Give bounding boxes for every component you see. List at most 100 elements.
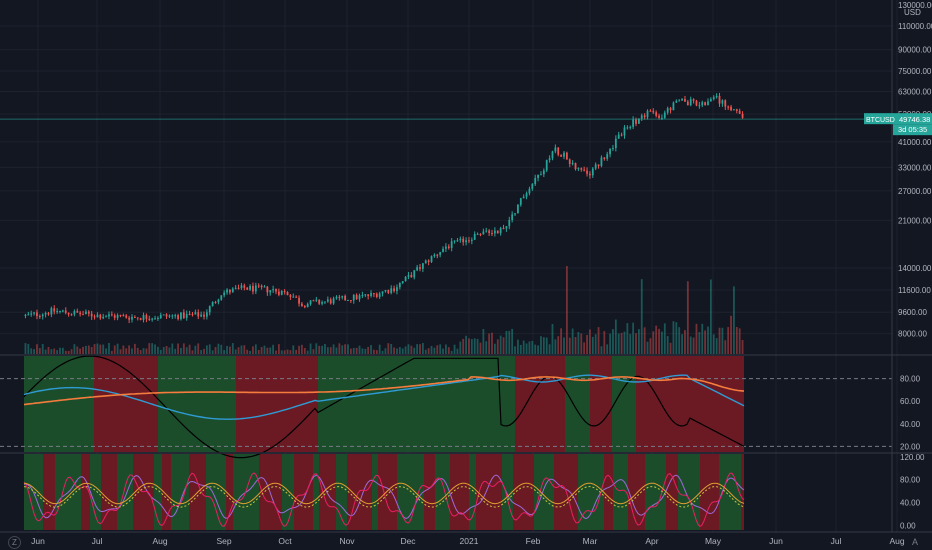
- volume-bar: [113, 345, 116, 354]
- volume-bar: [133, 343, 136, 354]
- volume-bar: [476, 338, 479, 354]
- volume-bar: [675, 322, 678, 354]
- volume-bar: [203, 348, 205, 354]
- volume-bar: [312, 349, 315, 354]
- candle: [165, 313, 168, 319]
- candle: [50, 306, 53, 318]
- candle: [286, 291, 289, 296]
- candle-body: [499, 228, 502, 234]
- indicator1-zone: [590, 356, 612, 452]
- candle-body: [718, 95, 721, 104]
- volume-bar: [517, 339, 519, 354]
- candle: [148, 315, 151, 321]
- candle-body: [180, 312, 182, 320]
- candle: [718, 92, 721, 107]
- volume-bar: [407, 344, 410, 354]
- candle-body: [136, 317, 139, 319]
- volume-bar: [381, 350, 384, 354]
- indicator2-purple-line: [24, 474, 745, 520]
- candle: [623, 125, 626, 139]
- volume-bar: [606, 344, 609, 354]
- indicator2-tick-label: 0.00: [900, 521, 916, 530]
- volume-bar: [594, 334, 597, 354]
- candle: [528, 186, 531, 196]
- candle: [301, 301, 303, 307]
- candle: [67, 312, 70, 317]
- price-tick-label: 27000.00: [898, 187, 932, 196]
- candle-body: [286, 292, 289, 296]
- candle-body: [470, 239, 473, 241]
- candle: [531, 183, 534, 191]
- candle: [675, 99, 678, 103]
- price-tick-label: 90000.00: [898, 46, 932, 55]
- volume-bar: [542, 337, 545, 354]
- candle-body: [666, 108, 669, 113]
- volume-bar: [684, 330, 686, 354]
- volume-bar: [33, 349, 35, 354]
- candle: [465, 237, 467, 246]
- candle-body: [577, 168, 580, 170]
- candle: [289, 294, 292, 300]
- candle-body: [266, 286, 269, 293]
- candle-body: [99, 314, 102, 319]
- axis-labels: 130000.00USD 110000.00 90000.00 75000.00 630…: [31, 1, 932, 546]
- volume-bar: [522, 340, 525, 354]
- candle-body: [231, 288, 234, 293]
- candle-body: [632, 119, 635, 127]
- candle-body: [30, 313, 33, 315]
- indicator2-tick-label: 80.00: [900, 476, 921, 485]
- candle-body: [47, 313, 50, 315]
- indicator2-zone: [513, 454, 534, 530]
- volume-bar: [344, 344, 347, 354]
- candle: [142, 312, 145, 323]
- volume-bar: [105, 348, 107, 354]
- candle: [551, 150, 554, 161]
- candle: [125, 314, 128, 319]
- candle: [116, 313, 119, 321]
- volume-bar: [41, 344, 44, 354]
- indicator2-zone: [226, 454, 233, 530]
- candle-body: [182, 312, 185, 318]
- candle-body: [643, 115, 646, 118]
- volume-bar: [491, 332, 493, 354]
- volume-bars: [24, 266, 744, 354]
- candle-body: [70, 314, 73, 316]
- candle-body: [269, 290, 272, 293]
- candle: [396, 284, 398, 295]
- volume-bar: [373, 349, 375, 354]
- indicator1-zone: [612, 356, 636, 452]
- candle: [502, 224, 505, 230]
- candle: [237, 284, 240, 290]
- auto-scale-button[interactable]: A: [911, 537, 918, 547]
- candle-body: [27, 314, 30, 316]
- volume-bar: [90, 347, 93, 354]
- candle: [554, 144, 557, 154]
- volume-bar: [695, 323, 698, 354]
- candle: [113, 313, 116, 321]
- indicator1-tick-label: 80.00: [900, 375, 921, 384]
- candle-body: [421, 263, 424, 269]
- candle: [171, 314, 174, 319]
- volume-bar: [119, 349, 122, 354]
- volume-bar: [574, 337, 577, 354]
- candle-body: [56, 311, 59, 313]
- volume-bar: [565, 266, 568, 354]
- volume-bar: [707, 326, 709, 354]
- candle-body: [623, 127, 626, 136]
- candle: [508, 216, 511, 230]
- candle: [580, 167, 583, 172]
- candle: [462, 236, 465, 246]
- volume-bar: [468, 338, 470, 354]
- volume-bar: [145, 348, 148, 354]
- volume-bar: [666, 336, 669, 354]
- candle-body: [174, 315, 177, 317]
- candle-body: [482, 231, 485, 235]
- candle-body: [303, 305, 306, 308]
- indicator2-zone: [154, 454, 162, 530]
- candle-body: [105, 316, 107, 318]
- volume-bar: [701, 323, 704, 354]
- timezone-button[interactable]: Z: [8, 536, 21, 549]
- volume-bar: [131, 348, 133, 354]
- volume-bar: [623, 331, 626, 354]
